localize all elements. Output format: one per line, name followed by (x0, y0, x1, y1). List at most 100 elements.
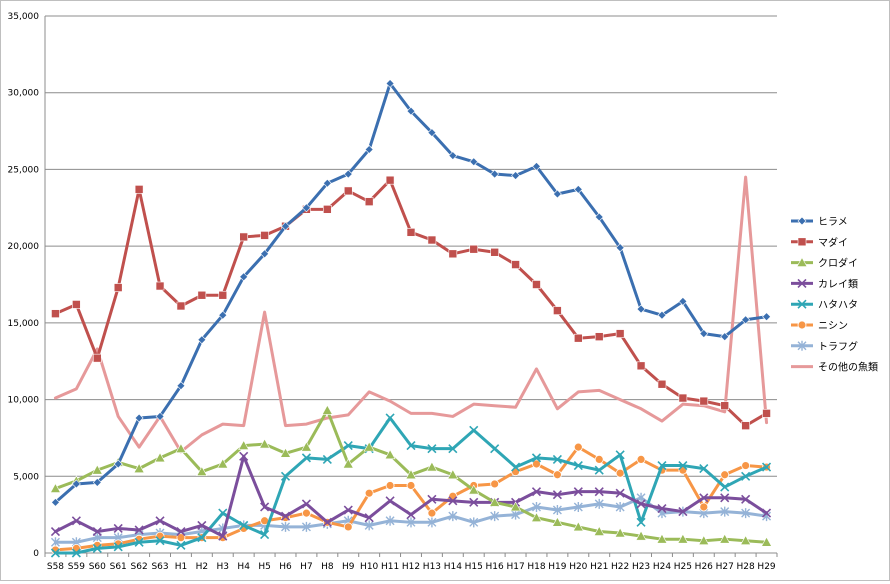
data-point (197, 335, 207, 345)
data-point (656, 533, 668, 544)
data-point (197, 520, 207, 530)
x-tick-label: H14 (444, 562, 462, 572)
data-point (796, 256, 808, 267)
x-tick-label: H12 (402, 562, 420, 572)
data-point (260, 231, 269, 240)
data-point (343, 441, 353, 451)
data-point (364, 197, 374, 206)
x-tick-label: H1 (175, 562, 188, 572)
data-point (113, 283, 123, 292)
data-point (469, 517, 479, 528)
data-point (797, 320, 807, 330)
data-point (657, 460, 667, 471)
data-point (448, 249, 458, 259)
x-tick-label: H24 (653, 562, 671, 572)
data-point (323, 205, 332, 214)
data-point (342, 458, 354, 469)
data-point (720, 493, 730, 503)
data-point (615, 243, 625, 253)
data-point (531, 487, 542, 497)
data-point (448, 444, 458, 454)
data-point (797, 340, 807, 351)
data-point (761, 508, 772, 518)
x-tick-label: H7 (300, 562, 313, 572)
data-point (635, 530, 647, 541)
data-point (49, 482, 61, 493)
data-point (406, 228, 416, 237)
data-point (636, 517, 646, 527)
data-point (490, 479, 500, 489)
data-point (92, 543, 102, 553)
x-tick-label: H29 (757, 562, 775, 572)
data-point (678, 507, 688, 517)
legend-label: ヒラメ (818, 216, 848, 228)
data-point (427, 508, 437, 518)
data-point (363, 441, 375, 452)
data-point (92, 526, 102, 537)
data-point (71, 516, 81, 526)
x-tick-label: H16 (486, 562, 504, 572)
data-point (490, 511, 500, 522)
data-point (301, 453, 311, 463)
data-point (427, 517, 437, 528)
data-point (155, 281, 165, 291)
legend-item: ヒラメ (791, 216, 848, 228)
x-tick-label: S60 (89, 562, 106, 572)
data-point (532, 161, 541, 171)
data-point (176, 381, 186, 391)
data-point (657, 503, 667, 514)
x-tick-label: H15 (465, 562, 483, 572)
data-point (657, 379, 667, 389)
data-point (385, 481, 395, 490)
data-point (553, 470, 562, 480)
x-tick-label: H3 (217, 562, 230, 572)
data-point (197, 533, 207, 543)
x-tick-label: H23 (632, 562, 650, 572)
data-point (511, 462, 521, 472)
data-point (50, 548, 61, 558)
data-point (720, 470, 730, 480)
data-point (720, 506, 730, 517)
data-point (406, 517, 416, 528)
data-point (490, 247, 499, 257)
data-point (741, 315, 751, 325)
x-tick-label: H10 (360, 562, 378, 572)
data-point (426, 461, 438, 472)
data-point (154, 452, 166, 463)
data-point (469, 425, 479, 435)
data-point (636, 455, 646, 464)
data-point (384, 449, 396, 460)
data-point (302, 203, 311, 213)
data-point (511, 171, 520, 180)
y-tick-label: 25,000 (8, 165, 40, 175)
data-point (552, 454, 562, 464)
data-point (217, 458, 229, 469)
data-point (260, 502, 270, 512)
data-point (259, 438, 271, 449)
data-point (175, 443, 187, 453)
data-point (281, 521, 291, 532)
data-point (239, 520, 249, 530)
data-point (741, 494, 751, 504)
data-point (489, 496, 501, 507)
legend-label: クロダイ (818, 257, 858, 270)
data-point (593, 525, 605, 536)
data-point (678, 460, 688, 471)
x-tick-label: H4 (237, 562, 250, 572)
data-point (280, 471, 291, 481)
y-tick-label: 30,000 (8, 89, 40, 99)
data-point (155, 516, 165, 526)
data-point (134, 537, 144, 547)
x-tick-label: H18 (527, 562, 545, 572)
data-point (448, 151, 458, 161)
data-point (698, 535, 710, 546)
data-point (762, 312, 771, 322)
y-tick-label: 0 (33, 549, 39, 559)
data-point (281, 221, 290, 231)
data-point (615, 488, 625, 498)
data-point (113, 523, 123, 534)
data-point (238, 439, 250, 450)
data-point (72, 300, 81, 309)
